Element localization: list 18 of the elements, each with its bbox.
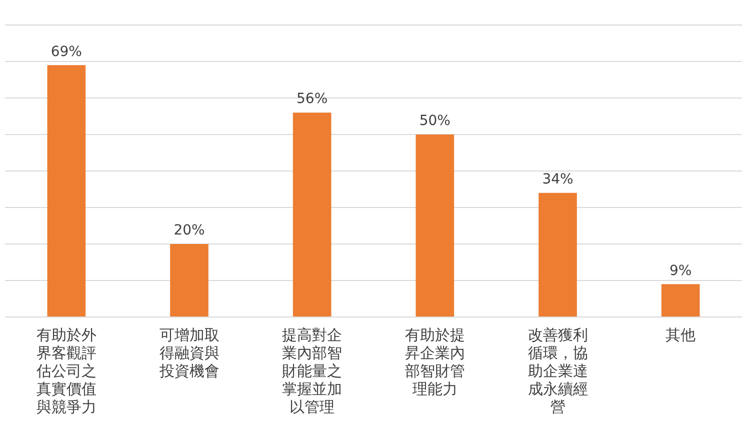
bar <box>538 192 577 316</box>
data-label: 50% <box>419 113 450 130</box>
data-label: 69% <box>50 44 82 60</box>
data-label: 9% <box>669 262 692 279</box>
x-tick-label: 有助於提昇企業內部智財管理能力 <box>404 326 465 398</box>
bar <box>170 244 208 316</box>
bar <box>416 134 454 316</box>
x-tick-label: 可增加取得融資與投資機會 <box>158 326 220 380</box>
data-label: 56% <box>296 91 328 108</box>
bar <box>292 112 332 316</box>
x-tick-label: 改善獲利循環，協助企業達成永續經營 <box>528 326 588 416</box>
x-tick-label: 其他 <box>666 326 696 344</box>
data-label: 34% <box>542 172 574 188</box>
x-tick-label: 有助於外界客觀評估公司之真實價值與競爭力 <box>35 326 96 416</box>
bar <box>47 65 86 316</box>
bar <box>661 284 700 316</box>
data-label: 20% <box>174 222 205 239</box>
x-tick-label: 提高對企業內部智財能量之掌握並加以管理 <box>282 326 342 416</box>
